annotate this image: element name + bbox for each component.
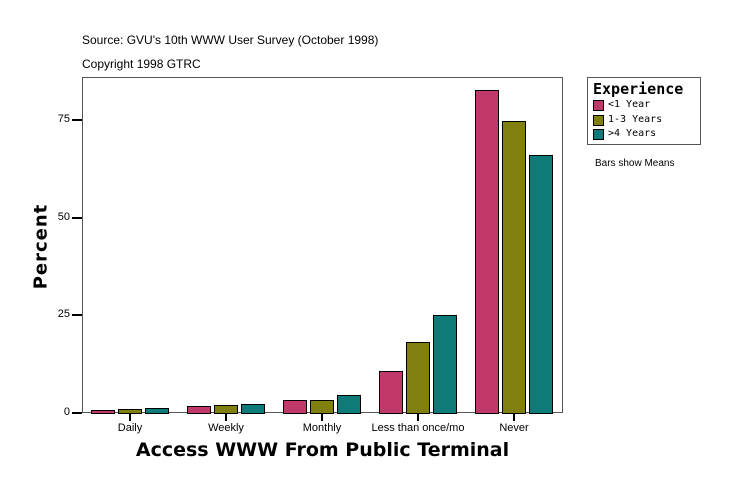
bar	[406, 341, 430, 414]
legend-label: >4 Years	[608, 128, 657, 139]
x-tick-label: Monthly	[302, 422, 342, 434]
means-note: Bars show Means	[595, 158, 675, 169]
legend-swatch	[593, 129, 604, 140]
bar	[187, 406, 211, 414]
x-axis-title: Access WWW From Public Terminal	[135, 439, 510, 461]
bar	[310, 400, 334, 414]
y-tick	[72, 118, 82, 121]
legend-label: 1-3 Years	[608, 114, 663, 125]
bar	[91, 409, 115, 414]
legend-swatch	[593, 115, 604, 126]
x-tick-label: Never	[499, 422, 529, 434]
chart-copyright: Copyright 1998 GTRC	[82, 57, 201, 71]
x-tick	[321, 413, 323, 421]
x-tick-label: Less than once/mo	[371, 422, 465, 434]
x-tick-label: Weekly	[208, 422, 244, 434]
legend-swatch	[593, 100, 604, 111]
legend-label: <1 Year	[608, 99, 651, 110]
bar	[145, 407, 169, 414]
bar	[433, 314, 457, 414]
y-tick-label: 50	[57, 210, 70, 223]
x-tick	[129, 413, 131, 421]
y-tick-label: 25	[57, 308, 70, 321]
bar	[475, 90, 499, 414]
x-tick	[417, 413, 419, 421]
legend: Experience <1 Year 1-3 Years >4 Years	[587, 77, 701, 145]
y-tick-label: 75	[57, 112, 70, 125]
x-tick	[225, 413, 227, 421]
bar	[241, 404, 265, 414]
x-tick	[513, 413, 515, 421]
y-tick	[72, 412, 82, 414]
bar	[283, 400, 307, 414]
bar	[379, 371, 403, 414]
legend-title: Experience	[593, 80, 684, 98]
bar	[529, 155, 553, 414]
y-axis-title: Percent	[30, 203, 52, 290]
x-tick-label: Daily	[117, 422, 143, 434]
bar	[502, 120, 526, 414]
bar	[337, 395, 361, 414]
y-tick-label: 0	[63, 406, 70, 418]
y-tick	[72, 314, 82, 317]
chart-source: Source: GVU's 10th WWW User Survey (Octo…	[82, 33, 379, 47]
y-tick	[72, 216, 82, 219]
